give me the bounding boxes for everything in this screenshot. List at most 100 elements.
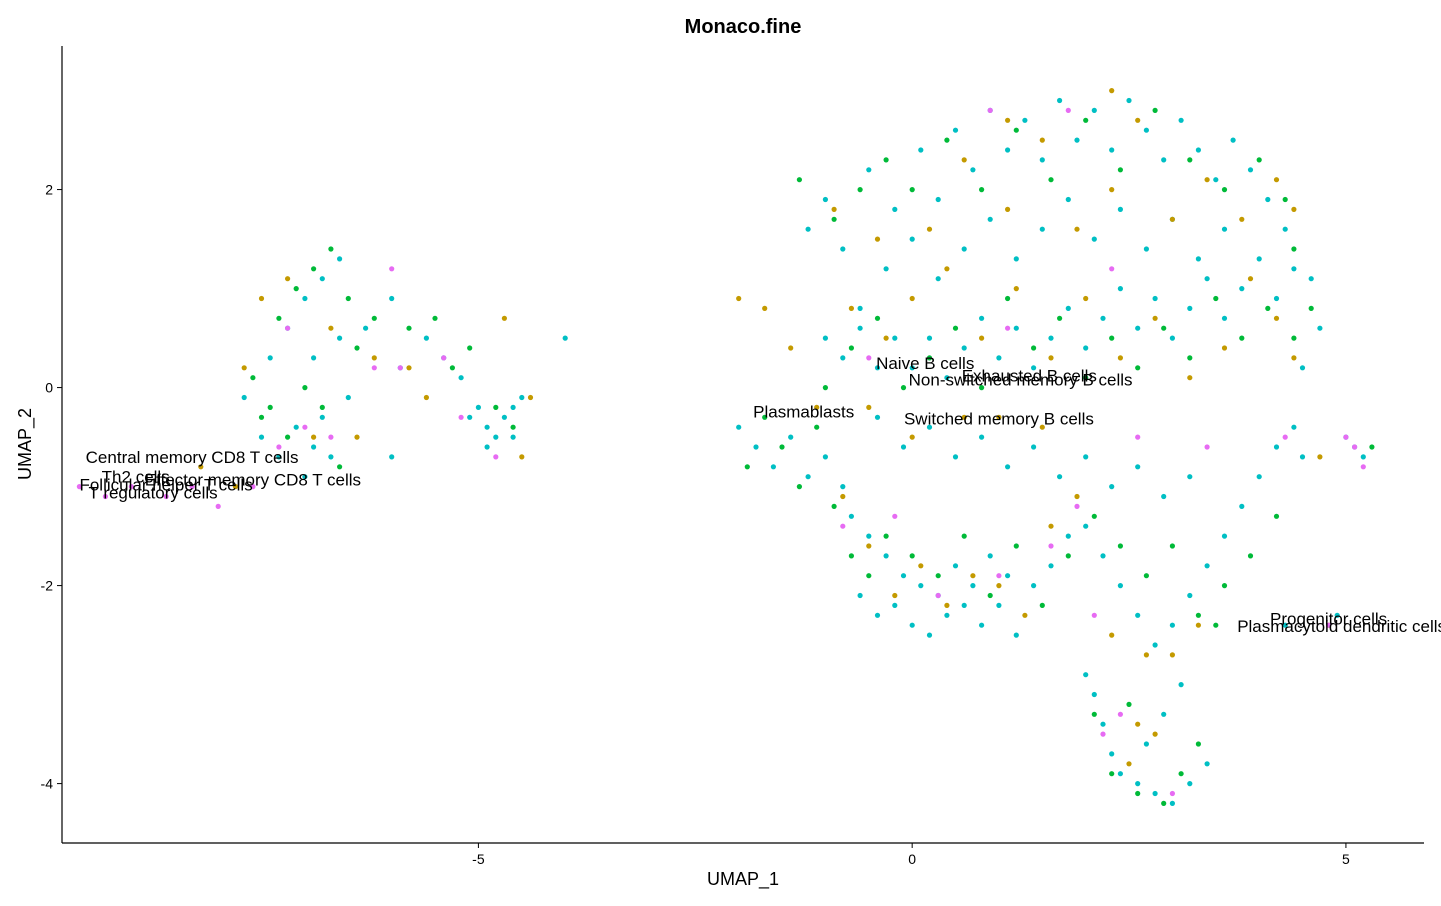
data-point <box>1256 256 1262 262</box>
data-point <box>1326 622 1332 628</box>
data-point <box>874 236 881 242</box>
data-point <box>527 394 534 401</box>
data-point <box>857 187 863 193</box>
data-point <box>1360 454 1366 460</box>
data-point <box>1065 533 1071 539</box>
data-point <box>866 167 872 173</box>
data-point <box>1074 493 1080 500</box>
data-point <box>944 137 950 143</box>
data-point <box>232 484 239 490</box>
y-tick-label: 0 <box>45 380 53 396</box>
data-point <box>1091 236 1097 242</box>
data-point <box>883 553 889 559</box>
data-point <box>319 276 325 282</box>
y-tick-label: -4 <box>41 776 54 792</box>
data-point <box>840 355 846 361</box>
data-point <box>1352 444 1358 450</box>
data-point <box>371 355 377 361</box>
data-point <box>1048 543 1054 549</box>
data-point <box>1074 503 1080 509</box>
data-point <box>337 335 343 341</box>
y-tick-label: 2 <box>45 182 53 198</box>
data-point <box>389 295 395 302</box>
data-point <box>1100 731 1106 737</box>
data-point <box>1178 117 1184 123</box>
data-point <box>1282 434 1288 440</box>
data-point <box>979 622 985 628</box>
data-point <box>770 464 777 470</box>
data-point <box>1117 286 1123 292</box>
data-point <box>1152 790 1158 797</box>
data-point <box>736 424 742 430</box>
data-point <box>987 216 993 222</box>
data-point <box>1291 424 1297 430</box>
data-point <box>1161 800 1167 807</box>
data-point <box>1152 315 1158 321</box>
data-point <box>1074 226 1080 232</box>
data-point <box>822 385 829 391</box>
data-point <box>484 424 490 430</box>
data-point <box>1083 295 1089 302</box>
data-point <box>1221 226 1228 232</box>
data-point <box>796 484 803 490</box>
data-point <box>996 602 1002 609</box>
data-point <box>918 147 924 153</box>
data-point <box>276 444 282 450</box>
data-point <box>1187 355 1193 361</box>
cluster-label: Switched memory B cells <box>904 409 1094 428</box>
cluster-label: T regulatory cells <box>89 484 218 503</box>
data-point <box>371 315 377 321</box>
data-point <box>285 434 291 440</box>
data-point <box>1109 335 1115 341</box>
data-point <box>328 325 334 331</box>
data-point <box>1143 741 1149 747</box>
data-point <box>1161 325 1167 331</box>
data-point <box>926 355 933 361</box>
data-point <box>406 325 412 331</box>
data-point <box>1230 137 1236 143</box>
data-point <box>1299 454 1306 460</box>
data-point <box>1005 325 1011 331</box>
data-point <box>215 503 221 509</box>
data-point <box>458 375 464 381</box>
data-point <box>1195 147 1201 153</box>
data-point <box>892 602 898 609</box>
data-point <box>311 266 317 272</box>
data-point <box>1117 771 1123 777</box>
data-point <box>1048 177 1054 183</box>
data-point <box>1091 711 1097 717</box>
data-point <box>1291 266 1297 272</box>
data-point <box>1239 286 1245 292</box>
data-point <box>762 305 768 311</box>
data-point <box>979 187 985 193</box>
data-point <box>1057 474 1063 480</box>
data-point <box>1135 790 1141 797</box>
data-point <box>458 414 464 420</box>
data-point <box>1057 97 1063 104</box>
data-point <box>1135 612 1141 618</box>
data-point <box>1126 761 1132 767</box>
data-point <box>1195 612 1201 618</box>
data-point <box>1083 117 1089 123</box>
data-point <box>848 305 855 311</box>
data-point <box>449 365 455 371</box>
data-point <box>831 216 837 222</box>
data-point <box>909 622 915 628</box>
data-point <box>1109 187 1115 193</box>
data-point <box>1282 622 1288 628</box>
data-point <box>1247 167 1254 173</box>
data-point <box>1126 97 1132 104</box>
data-point <box>337 256 343 262</box>
cluster-label: Non-switched memory B cells <box>909 371 1133 390</box>
data-point <box>1117 543 1123 549</box>
cluster-label: Follicular helper T cells <box>79 476 252 495</box>
y-axis-title: UMAP_2 <box>15 408 36 480</box>
data-point <box>1135 325 1141 331</box>
data-point <box>1221 315 1228 321</box>
data-point <box>1100 553 1106 559</box>
data-point <box>1204 563 1210 569</box>
data-point <box>1013 632 1019 638</box>
data-point <box>345 394 351 401</box>
data-point <box>1221 187 1228 193</box>
x-axis-title: UMAP_1 <box>707 869 779 890</box>
